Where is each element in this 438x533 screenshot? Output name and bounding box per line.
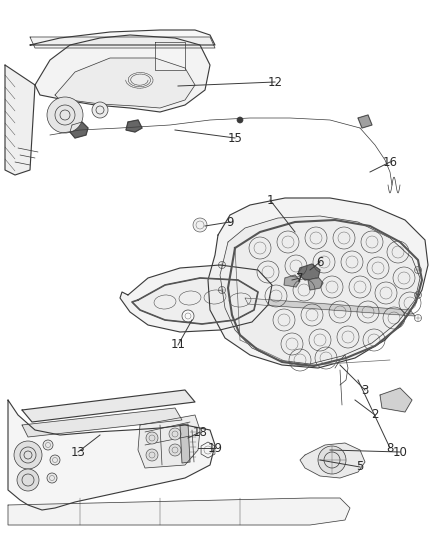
- Text: 9: 9: [226, 215, 234, 229]
- Polygon shape: [245, 298, 415, 316]
- Polygon shape: [30, 30, 215, 45]
- Polygon shape: [380, 388, 412, 412]
- Text: 5: 5: [356, 461, 364, 473]
- Text: 3: 3: [361, 384, 369, 397]
- Polygon shape: [208, 198, 428, 368]
- Text: 2: 2: [371, 408, 379, 422]
- Text: 19: 19: [208, 441, 223, 455]
- Circle shape: [146, 449, 158, 461]
- Text: 7: 7: [296, 271, 304, 285]
- Polygon shape: [284, 275, 300, 287]
- Text: 1: 1: [266, 193, 274, 206]
- Circle shape: [182, 310, 194, 322]
- Polygon shape: [8, 498, 350, 525]
- Text: 18: 18: [193, 425, 208, 439]
- Polygon shape: [5, 65, 35, 175]
- Circle shape: [14, 441, 42, 469]
- Polygon shape: [180, 424, 190, 463]
- Text: 13: 13: [71, 446, 85, 458]
- Circle shape: [169, 444, 181, 456]
- Polygon shape: [300, 443, 365, 478]
- Polygon shape: [55, 58, 195, 108]
- Circle shape: [193, 218, 207, 232]
- Text: 12: 12: [268, 76, 283, 88]
- Circle shape: [47, 97, 83, 133]
- Polygon shape: [35, 35, 210, 112]
- Text: 8: 8: [386, 441, 394, 455]
- Polygon shape: [138, 415, 200, 468]
- Circle shape: [50, 455, 60, 465]
- Polygon shape: [30, 37, 215, 48]
- Circle shape: [92, 102, 108, 118]
- Polygon shape: [8, 400, 215, 510]
- Polygon shape: [126, 120, 142, 132]
- Circle shape: [47, 473, 57, 483]
- Polygon shape: [155, 42, 185, 70]
- Polygon shape: [120, 265, 272, 332]
- Polygon shape: [308, 277, 323, 290]
- Circle shape: [43, 440, 53, 450]
- Circle shape: [237, 117, 243, 123]
- Polygon shape: [70, 122, 88, 138]
- Text: 6: 6: [316, 255, 324, 269]
- Text: 10: 10: [392, 446, 407, 458]
- Text: 15: 15: [228, 132, 243, 144]
- Circle shape: [17, 469, 39, 491]
- Text: 11: 11: [170, 338, 186, 351]
- Polygon shape: [132, 278, 258, 324]
- Polygon shape: [22, 390, 195, 422]
- Polygon shape: [220, 216, 420, 364]
- Circle shape: [169, 428, 181, 440]
- Polygon shape: [358, 115, 372, 128]
- Polygon shape: [298, 264, 320, 280]
- Text: 16: 16: [382, 156, 398, 168]
- Circle shape: [146, 432, 158, 444]
- Polygon shape: [22, 408, 182, 437]
- Circle shape: [318, 446, 346, 474]
